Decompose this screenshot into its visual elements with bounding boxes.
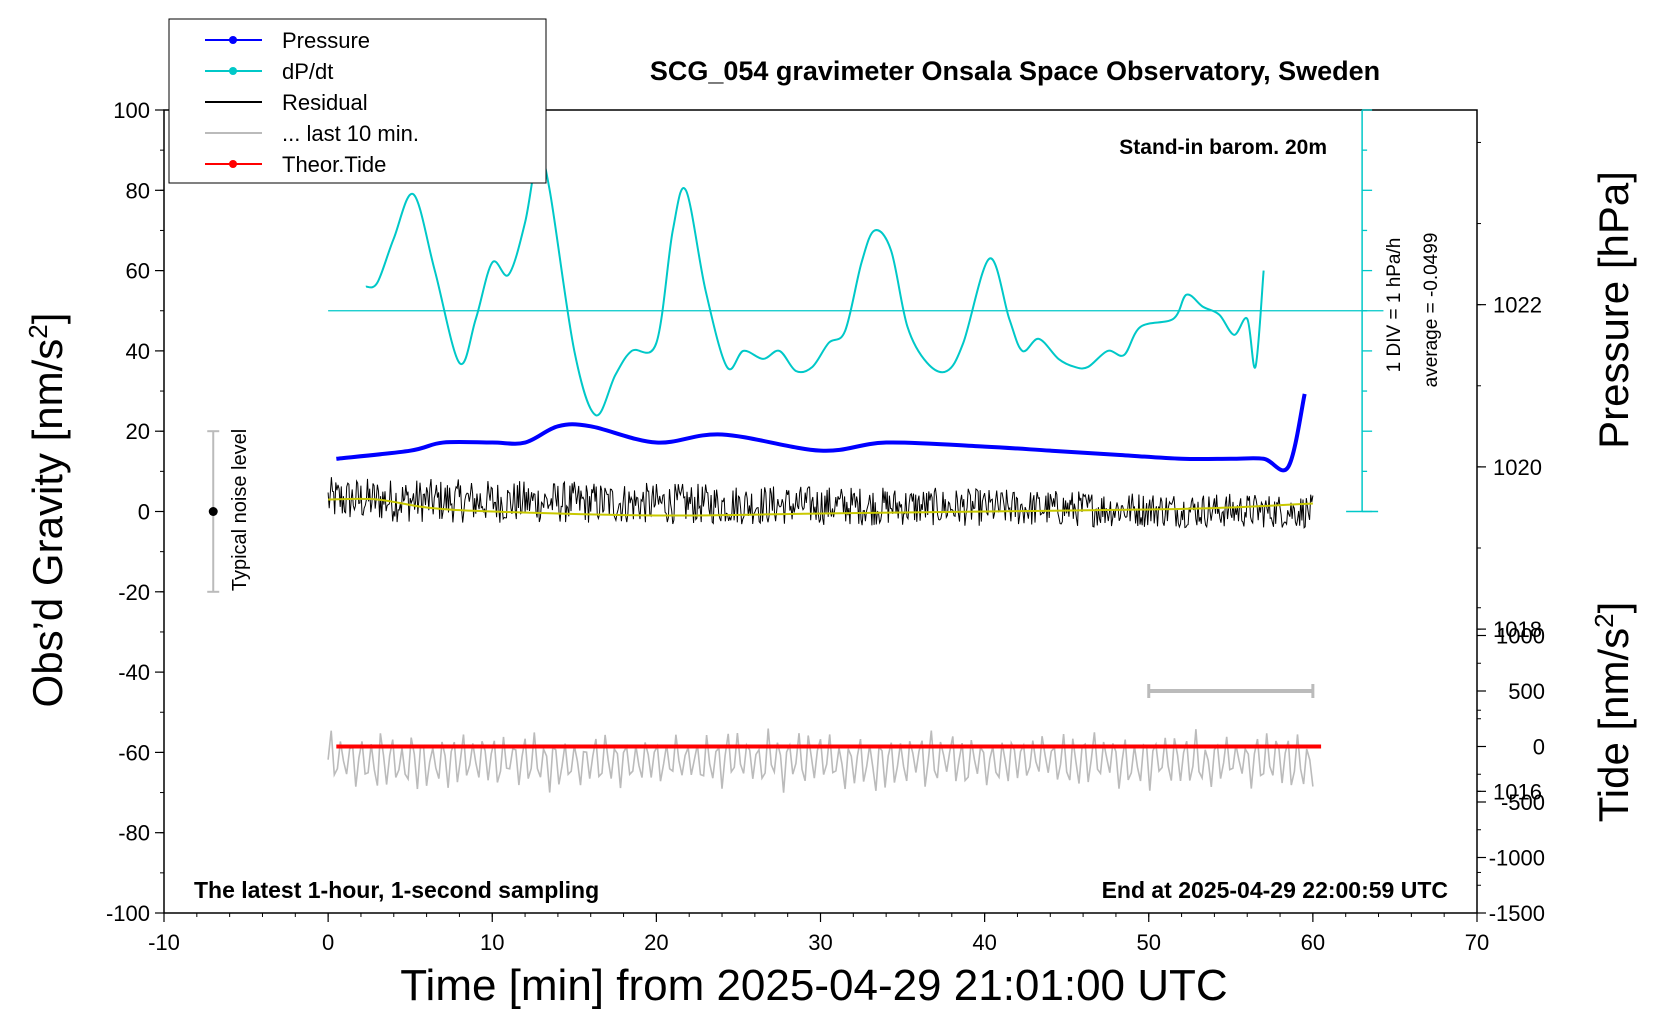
y-tick-label: 100 [113, 98, 150, 123]
pressure-tick-label: 1020 [1493, 455, 1542, 480]
tide-tick-label: 500 [1508, 679, 1545, 704]
pressure-tick-label: 1018 [1493, 617, 1542, 642]
legend-label: dP/dt [282, 59, 333, 84]
x-tick-label: 50 [1137, 930, 1161, 955]
legend-marker [229, 36, 237, 44]
y-tick-label: -80 [118, 821, 150, 846]
barometer-annotation: Stand-in barom. 20m [1119, 136, 1327, 159]
series-layer [207, 109, 1384, 793]
noise-bar-center [208, 507, 218, 516]
x-tick-label: 0 [322, 930, 334, 955]
tide-tick-label: 0 [1533, 735, 1545, 760]
y-tick-label: 60 [126, 259, 150, 284]
y-tick-label: 80 [126, 178, 150, 203]
x-tick-label: 40 [972, 930, 996, 955]
y-tick-label: 20 [126, 419, 150, 444]
series-dp-dt [365, 151, 1265, 417]
y-axis-label-pressure: Pressure [hPa] [1590, 171, 1637, 449]
series-residual-smoothed [328, 497, 1313, 517]
y-tick-label: 0 [138, 500, 150, 525]
tide-tick-label: -1000 [1489, 846, 1545, 871]
y-tick-label: -20 [118, 580, 150, 605]
y-tick-label: -60 [118, 740, 150, 765]
x-tick-label: 70 [1465, 930, 1489, 955]
axes-layer: -10 0 10 20 30 40 50 60 70100806040200-20-40-60-… [106, 98, 1545, 955]
series-pressure [336, 393, 1307, 473]
dpdt-scale-label: 1 DIV = 1 hPa/h [1384, 238, 1405, 373]
legend-marker [229, 67, 237, 75]
noise-label: Typical noise level [229, 429, 251, 591]
y-tick-label: 40 [126, 339, 150, 364]
legend-label: ... last 10 min. [282, 121, 419, 146]
x-axis-label: Time [min] from 2025-04-29 21:01:00 UTC [400, 961, 1227, 1010]
legend-label: Residual [282, 90, 368, 115]
pressure-tick-label: 1016 [1493, 779, 1542, 804]
tide-tick-label: -500 [1501, 790, 1545, 815]
x-tick-label: 20 [644, 930, 668, 955]
pressure-tick-label: 1022 [1493, 293, 1542, 318]
y-axis-label-tide: Tide [nm/s2] [1589, 602, 1637, 823]
y-axis-label-left: Obs’d Gravity [nm/s2] [23, 313, 71, 708]
series-last-10-min [327, 728, 1314, 793]
legend-label: Theor.Tide [282, 152, 386, 177]
legend: Pressure dP/dt Residual ... last 10 min. The… [168, 18, 547, 184]
x-tick-label: 60 [1301, 930, 1325, 955]
chart-title: SCG_054 gravimeter Onsala Space Observat… [650, 56, 1380, 86]
tide-tick-label: -1500 [1489, 901, 1545, 926]
y-tick-label: -100 [106, 901, 150, 926]
dpdt-average-label: average = -0.0499 [1421, 233, 1442, 388]
x-tick-label: -10 [148, 930, 180, 955]
series-residual [327, 477, 1314, 529]
x-tick-label: 30 [808, 930, 832, 955]
y-tick-label: -40 [118, 660, 150, 685]
end-time-annotation: End at 2025-04-29 22:00:59 UTC [1102, 877, 1448, 903]
x-tick-label: 10 [480, 930, 504, 955]
legend-label: Pressure [282, 28, 370, 53]
tide-tick-label: 1000 [1496, 624, 1545, 649]
legend-marker [229, 160, 237, 168]
sampling-annotation: The latest 1-hour, 1-second sampling [194, 877, 599, 903]
